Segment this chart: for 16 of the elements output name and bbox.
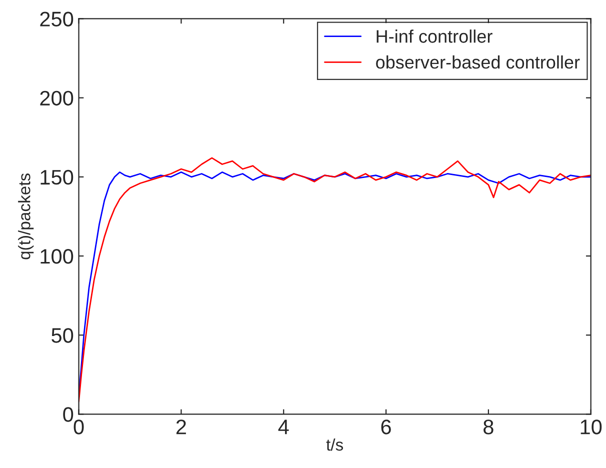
x-tick-label: 0 <box>74 420 84 434</box>
y-tick-label: 100 <box>40 248 74 264</box>
x-tick-label: 8 <box>484 420 494 434</box>
x-tick-label: 2 <box>176 420 186 434</box>
y-tick-label: 50 <box>52 328 74 343</box>
x-tick-label: 6 <box>381 420 391 434</box>
legend-label: H-inf controller <box>376 30 492 43</box>
y-tick-label: 200 <box>40 90 74 106</box>
y-tick-label: 0 <box>63 407 74 422</box>
x-tick-label: 10 <box>580 420 602 434</box>
x-tick-label: 4 <box>278 420 289 434</box>
y-axis-title: q(t)/packets <box>18 174 34 260</box>
legend-label: observer-based controller <box>376 55 580 69</box>
y-tick-label: 250 <box>40 12 74 26</box>
y-tick-label: 150 <box>40 170 74 185</box>
x-axis-title: t/s <box>326 438 344 451</box>
